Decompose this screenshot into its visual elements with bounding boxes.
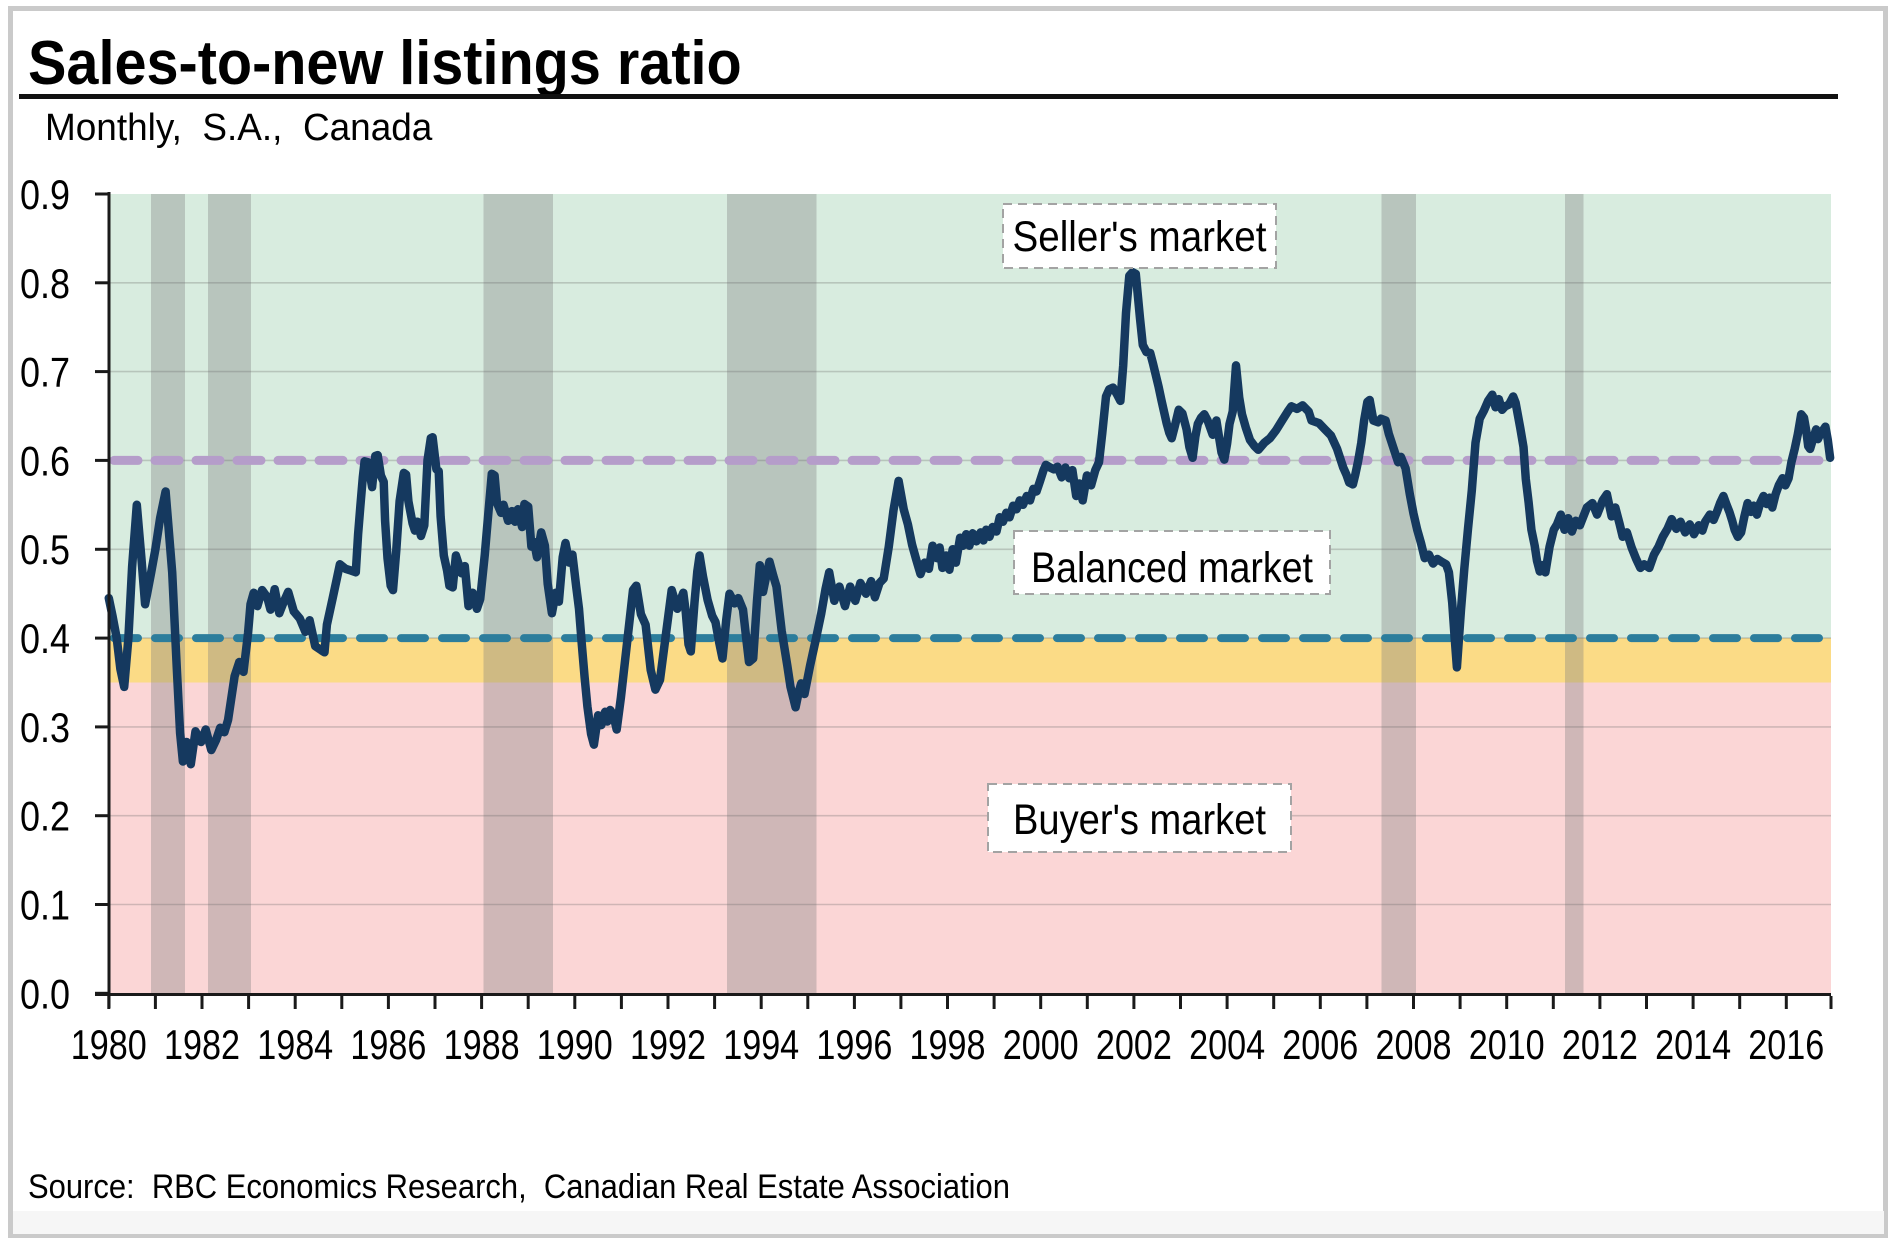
svg-text:1990: 1990: [537, 1021, 613, 1068]
svg-text:1982: 1982: [164, 1021, 240, 1068]
svg-text:0.3: 0.3: [20, 704, 70, 751]
svg-text:2002: 2002: [1096, 1021, 1172, 1068]
svg-text:1998: 1998: [910, 1021, 986, 1068]
svg-text:Seller's market: Seller's market: [1013, 213, 1267, 261]
svg-text:0.2: 0.2: [20, 793, 70, 840]
svg-text:2000: 2000: [1003, 1021, 1079, 1068]
svg-text:2008: 2008: [1376, 1021, 1452, 1068]
svg-text:0.6: 0.6: [20, 437, 70, 484]
svg-text:1992: 1992: [630, 1021, 706, 1068]
svg-text:2012: 2012: [1562, 1021, 1638, 1068]
svg-text:1988: 1988: [444, 1021, 520, 1068]
svg-text:1980: 1980: [71, 1021, 147, 1068]
svg-text:1996: 1996: [816, 1021, 892, 1068]
svg-text:1994: 1994: [723, 1021, 799, 1068]
svg-text:0.8: 0.8: [20, 260, 70, 307]
svg-text:2006: 2006: [1282, 1021, 1358, 1068]
svg-text:Balanced market: Balanced market: [1031, 544, 1313, 592]
svg-text:0.0: 0.0: [20, 970, 70, 1017]
svg-text:2004: 2004: [1189, 1021, 1265, 1068]
svg-text:2016: 2016: [1748, 1021, 1824, 1068]
svg-text:1984: 1984: [257, 1021, 333, 1068]
svg-text:2010: 2010: [1469, 1021, 1545, 1068]
svg-text:1986: 1986: [350, 1021, 426, 1068]
svg-text:0.9: 0.9: [20, 171, 70, 218]
svg-text:0.7: 0.7: [20, 349, 70, 396]
svg-text:2014: 2014: [1655, 1021, 1731, 1068]
svg-text:0.1: 0.1: [20, 882, 70, 929]
svg-text:0.5: 0.5: [20, 526, 70, 573]
svg-text:Buyer's market: Buyer's market: [1013, 796, 1266, 844]
svg-text:0.4: 0.4: [20, 615, 70, 662]
